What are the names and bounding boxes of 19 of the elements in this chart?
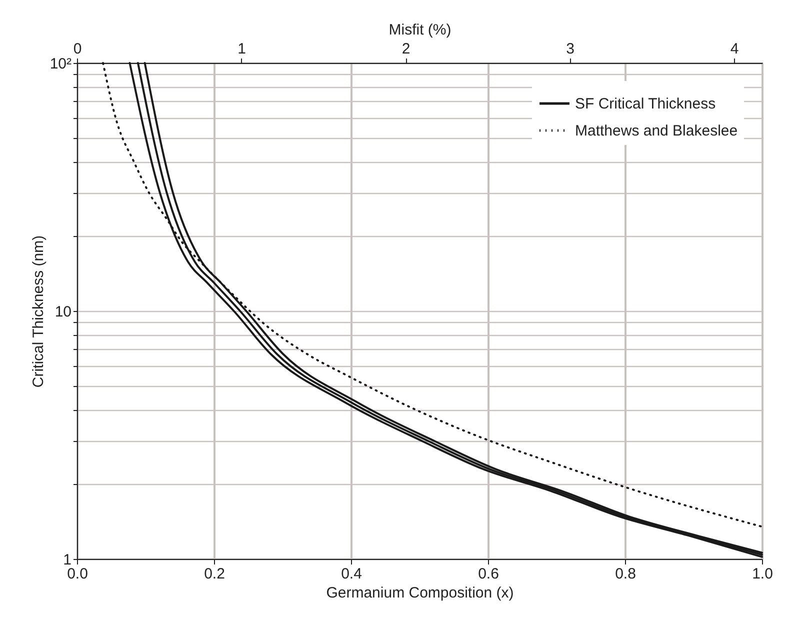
y-tick-label: 10: [54, 304, 72, 320]
y-tick-label: 1: [63, 552, 72, 568]
x2-tick-label: 4: [730, 40, 739, 58]
x-tick-label: 0.4: [341, 566, 362, 582]
x2-tick-label: 2: [402, 40, 410, 58]
x2-axis-title: Misfit (%): [388, 22, 452, 38]
y-axis-title: Critical Thickness (nm): [30, 235, 47, 388]
legend-label: SF Critical Thickness: [575, 96, 716, 112]
y-tick-label: 10²: [50, 56, 72, 72]
x2-tick-label: 1: [238, 40, 246, 58]
x-tick-label: 0.0: [67, 566, 88, 582]
x2-tick-label: 3: [566, 40, 574, 58]
legend-label: Matthews and Blakeslee: [575, 122, 738, 140]
x-tick-label: 0.2: [204, 566, 225, 582]
x2-tick-label: 0: [73, 40, 82, 58]
x-tick-label: 0.6: [478, 566, 499, 582]
x-tick-label: 1.0: [752, 566, 773, 582]
x-axis-title: Germanium Composition (x): [326, 584, 514, 602]
x-tick-label: 0.8: [615, 566, 636, 582]
